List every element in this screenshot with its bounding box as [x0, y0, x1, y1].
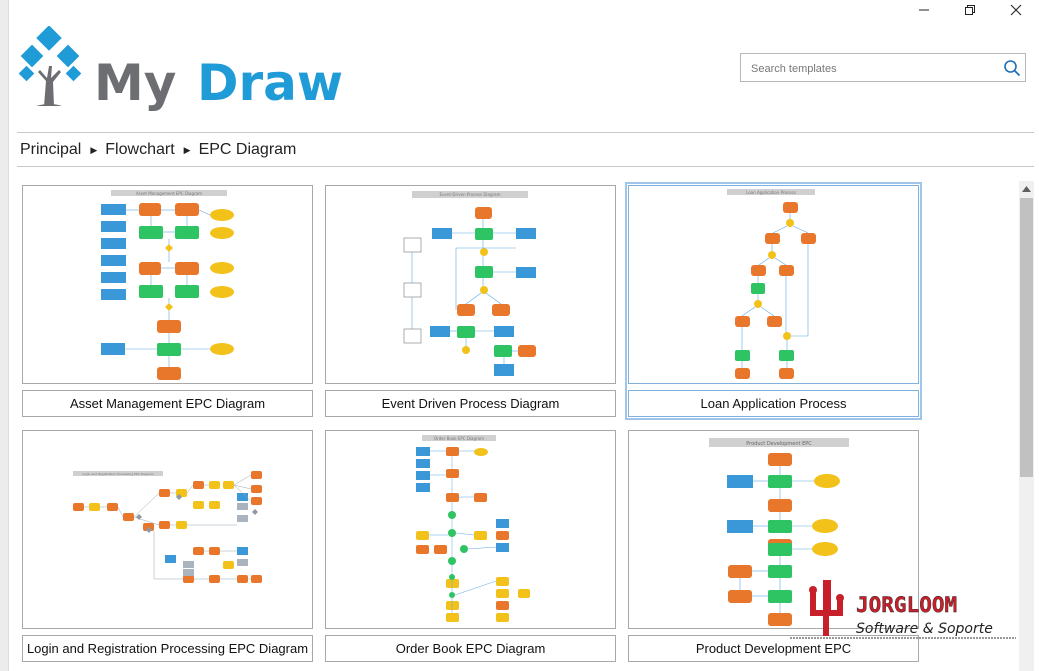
watermark-logo: JORGLOOM Software & Soporte [790, 576, 1020, 640]
triangle-right-icon: ▶ [183, 144, 191, 155]
breadcrumb: Principal ▶ Flowchart ▶ EPC Diagram [20, 140, 296, 160]
window-controls [901, 0, 1039, 20]
template-label[interactable]: Event Driven Process Diagram [325, 390, 616, 417]
minimize-button[interactable] [901, 0, 947, 20]
watermark-line2: Software & Soporte [856, 621, 993, 637]
minimize-icon [919, 9, 929, 11]
template-thumbnail[interactable]: Login and Registration Processing EPC Di… [22, 430, 313, 629]
logo-draw-text: Draw [197, 54, 343, 112]
thumb-title: Event-Driven Process Diagram [440, 192, 501, 197]
watermark-line1: JORGLOOM [856, 593, 957, 617]
template-thumbnail[interactable]: Product Development EPC [628, 430, 919, 629]
mydraw-logo: My Draw [16, 25, 346, 112]
template-label[interactable]: Order Book EPC Diagram [325, 635, 616, 662]
template-thumbnail[interactable]: Order Book EPC Diagram [325, 430, 616, 629]
logo-my-text: My [94, 54, 176, 112]
breadcrumb-item-principal[interactable]: Principal [20, 141, 82, 158]
thumb-title: Loan Application Process [746, 190, 796, 195]
breadcrumb-divider [17, 166, 1034, 167]
search-icon[interactable] [1003, 59, 1021, 82]
scroll-up-button[interactable] [1019, 181, 1034, 196]
triangle-right-icon: ▶ [90, 144, 98, 155]
vertical-scrollbar[interactable] [1019, 181, 1034, 671]
search-input[interactable] [749, 59, 1003, 79]
template-card-login-registration[interactable]: Login and Registration Processing EPC Di… [22, 430, 313, 662]
scrollbar-thumb[interactable] [1020, 198, 1033, 477]
restore-button[interactable] [947, 0, 993, 20]
template-label[interactable]: Product Development EPC [628, 635, 919, 662]
search-box [740, 53, 1026, 82]
usb-plug-icon [809, 580, 844, 636]
breadcrumb-item-epc-diagram[interactable]: EPC Diagram [198, 141, 297, 158]
close-icon [1010, 4, 1022, 16]
template-card-order-book[interactable]: Order Book EPC Diagram [325, 430, 616, 662]
tree-logo-icon: My Draw [18, 25, 343, 112]
close-button[interactable] [993, 0, 1039, 20]
left-window-edge [0, 0, 9, 671]
restore-icon [965, 5, 975, 15]
template-label[interactable]: Asset Management EPC Diagram [22, 390, 313, 417]
template-card-asset-management[interactable]: Asset Management EPC Diagram [22, 185, 313, 417]
thumb-title: Order Book EPC Diagram [434, 436, 484, 441]
header-divider [17, 132, 1034, 133]
thumb-title: Login and Registration Processing EPC Di… [82, 472, 153, 476]
thumb-title: Asset Management EPC Diagram [136, 191, 202, 196]
template-thumbnail[interactable]: Event-Driven Process Diagram [325, 185, 616, 384]
template-card-loan-application[interactable]: Loan Application Process Loan Appli [625, 182, 922, 420]
template-label[interactable]: Loan Application Process [628, 390, 919, 417]
template-thumbnail[interactable]: Loan Application Process [628, 185, 919, 384]
breadcrumb-item-flowchart[interactable]: Flowchart [105, 141, 175, 158]
template-thumbnail[interactable]: Asset Management EPC Diagram [22, 185, 313, 384]
chevron-up-icon [1022, 185, 1031, 192]
template-card-product-development[interactable]: Product Development EPC [628, 430, 919, 662]
template-card-event-driven[interactable]: Event-Driven Process Diagram [325, 185, 616, 417]
thumb-title: Product Development EPC [746, 441, 812, 447]
template-label[interactable]: Login and Registration Processing EPC Di… [22, 635, 313, 662]
